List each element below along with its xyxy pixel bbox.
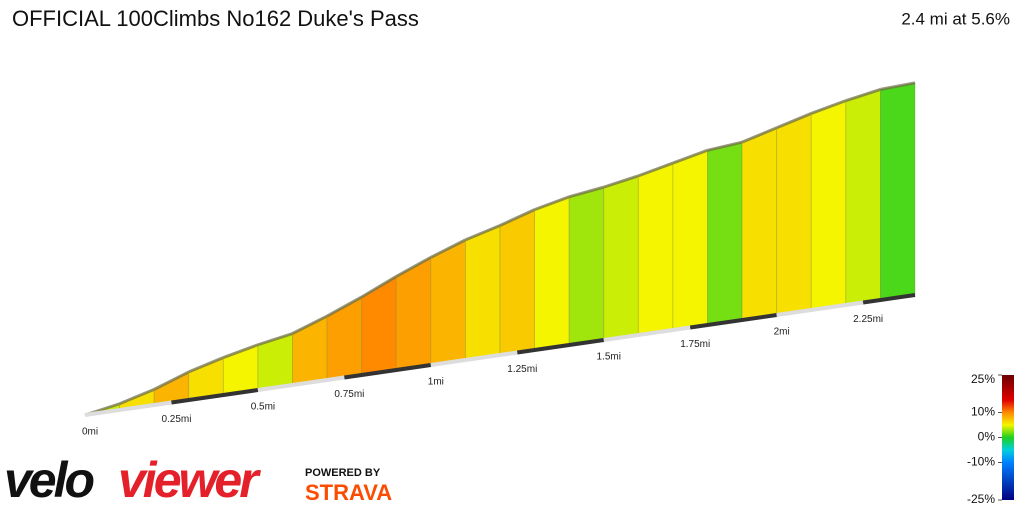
gradient-segment — [465, 224, 501, 361]
x-tick-label: 0.25mi — [161, 414, 191, 425]
gradient-segment — [637, 162, 674, 336]
x-tick-label: 2.25mi — [853, 314, 883, 325]
chart-title: OFFICIAL 100Climbs No162 Duke's Pass — [12, 6, 419, 31]
partner-logo: STRAVA — [305, 480, 392, 505]
gradient-segment — [326, 296, 363, 381]
x-tick-label: 1mi — [428, 377, 444, 388]
profile-edge — [603, 174, 639, 189]
gradient-segment — [534, 196, 570, 351]
axis-tick-segment — [257, 375, 345, 392]
profile-edge — [326, 295, 363, 318]
colorbar-label: 0% — [978, 430, 996, 444]
profile-edge — [741, 126, 778, 144]
profile-edge — [395, 256, 432, 278]
profile-edge — [291, 314, 328, 335]
x-tick-label: 0.75mi — [334, 389, 364, 400]
axis-tick-segment — [171, 388, 259, 405]
profile-edge — [153, 370, 190, 391]
gradient-segment — [672, 149, 708, 331]
axis-tick-segment — [689, 313, 777, 330]
profile-edge — [119, 388, 155, 406]
axis-tick-segment — [603, 325, 691, 342]
gradient-segment — [603, 175, 639, 341]
profile-edge — [637, 161, 674, 178]
colorbar-label: -25% — [967, 492, 995, 506]
profile-edge — [880, 81, 916, 91]
gradient-segment — [499, 208, 535, 356]
gradient-segment — [741, 127, 778, 321]
axis-tick-segment — [776, 300, 864, 317]
profile-edge — [568, 185, 605, 199]
axis-tick-segment — [430, 350, 518, 367]
gradient-segment — [810, 100, 847, 311]
summary: 2.4 mi at 5.6% — [901, 9, 1010, 28]
logo-suffix: viewer — [118, 452, 261, 508]
gradient-segment — [776, 112, 812, 316]
profile-edge — [360, 275, 398, 299]
axis-tick-segment — [517, 338, 605, 355]
profile-edge — [776, 112, 812, 130]
profile-edge — [534, 195, 570, 212]
x-tick-label: 0mi — [82, 427, 98, 438]
profile-edge — [672, 148, 709, 165]
colorbar-label: 25% — [971, 372, 995, 386]
colorbar-label: 10% — [971, 405, 995, 419]
profile-edge — [499, 208, 536, 227]
profile-edge — [222, 343, 259, 359]
gradient-segment — [880, 82, 916, 301]
colorbar-label: -10% — [967, 455, 995, 469]
x-tick-label: 1.75mi — [680, 339, 710, 350]
profile-edge — [810, 99, 847, 115]
x-tick-label: 1.5mi — [597, 352, 621, 363]
x-tick-label: 1.25mi — [507, 364, 537, 375]
profile-edge — [430, 238, 467, 259]
profile-edge — [257, 332, 293, 347]
gradient-segment — [707, 141, 743, 326]
profile-edge — [707, 140, 743, 152]
logo-prefix: velo — [4, 452, 94, 508]
x-tick-label: 0.5mi — [251, 402, 275, 413]
gradient-segment — [361, 275, 397, 376]
x-tick-label: 2mi — [774, 327, 790, 338]
gradient-segment — [568, 186, 605, 346]
profile-edge — [188, 356, 224, 374]
colorbar — [1002, 375, 1014, 500]
gradient-segment — [430, 239, 466, 366]
powered-by: POWERED BY — [305, 467, 381, 479]
profile-edge — [845, 87, 881, 103]
axis-tick-segment — [84, 400, 172, 417]
gradient-segment — [845, 88, 881, 306]
profile-edge — [464, 224, 501, 242]
axis-tick-segment — [344, 363, 432, 380]
axis-tick-segment — [862, 293, 916, 305]
